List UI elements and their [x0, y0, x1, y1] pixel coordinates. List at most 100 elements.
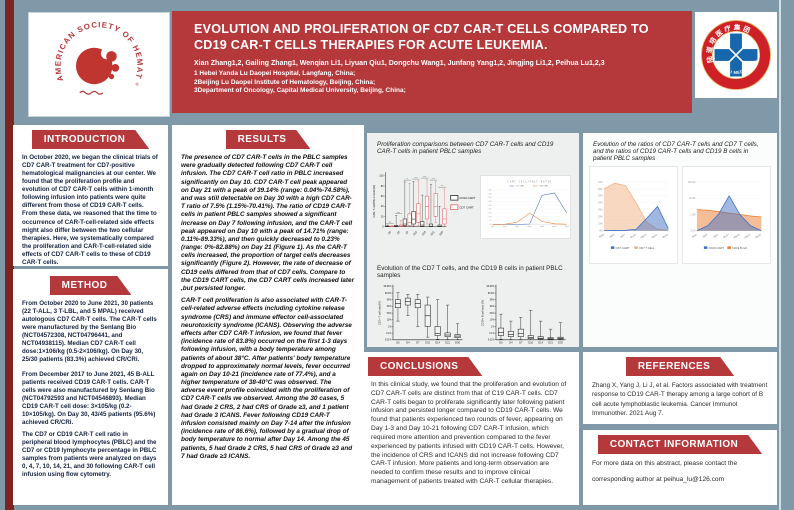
svg-text:10.0%: 10.0% [689, 198, 696, 200]
svg-text:day0: day0 [491, 226, 495, 228]
svg-text:day14: day14 [733, 233, 741, 239]
svg-text:0: 0 [382, 224, 384, 228]
svg-text:d21: d21 [429, 230, 435, 237]
svg-text:D30: D30 [558, 341, 563, 345]
svg-text:day7: day7 [713, 233, 720, 239]
figure1-grouped-boxplot: 0 20 40 60 80 100 ns d0 ns d4 ** d7 **** d10 **** d14 **… [372, 172, 476, 237]
svg-text:99%: 99% [387, 300, 392, 302]
references-panel: REFERENCES Zhang X, Yang J, Li J, et al.… [583, 352, 777, 424]
svg-text:50%: 50% [490, 313, 495, 315]
svg-text:D14: D14 [538, 341, 543, 345]
svg-text:day7: day7 [515, 226, 519, 228]
svg-text:99.9%: 99.9% [385, 293, 392, 295]
svg-text:99.99%: 99.99% [487, 286, 495, 288]
figure1-line-chart: CART CELL/PBLC RATIO CD7 CART CD19 CART 0% 5… [479, 175, 571, 239]
svg-text:100: 100 [379, 174, 384, 178]
svg-text:CD7 CART: CD7 CART [616, 246, 630, 250]
contact-heading: CONTACT INFORMATION [609, 439, 739, 450]
svg-text:D10: D10 [528, 341, 533, 345]
svg-text:0.1%: 0.1% [489, 333, 494, 335]
svg-text:0.1%: 0.1% [386, 333, 391, 335]
contact-panel: CONTACT INFORMATION For more data on thi… [583, 430, 777, 505]
figure3-cd19-area-chart: 0.1% 1.0% 10.0% 100.0% day0 day4 day7 day10 day1… [682, 166, 771, 264]
svg-text:day10: day10 [527, 226, 531, 228]
svg-text:CART CELL/PBLC RATIO: CART CELL/PBLC RATIO [507, 179, 551, 183]
svg-text:90%: 90% [387, 306, 392, 308]
svg-text:D4: D4 [406, 341, 410, 345]
right-edge-line [779, 0, 781, 510]
svg-text:CD19 CART: CD19 CART [709, 246, 725, 250]
svg-text:D0: D0 [499, 341, 503, 345]
figure2-cd19-boxplot: 99.99% 99.9% 99% 90% 50% 10% 1% 0.1% 0.01% D0 D4 D7… [481, 284, 566, 345]
svg-text:CD19 B cell: CD19 B cell [732, 246, 747, 250]
svg-text:CD7+ T cell ratio(%): CD7+ T cell ratio(%) [378, 301, 382, 325]
svg-text:70%: 70% [598, 182, 603, 184]
svg-text:CD19 CART: CD19 CART [459, 196, 475, 200]
svg-text:d0: d0 [387, 230, 392, 235]
svg-text:day7: day7 [620, 233, 627, 239]
svg-text:90%: 90% [490, 306, 495, 308]
svg-text:99.9%: 99.9% [488, 293, 495, 295]
svg-text:1%: 1% [388, 326, 391, 328]
svg-text:0.1%: 0.1% [690, 231, 695, 233]
figure-panel-right: Evolution of the ratios of CD7 CAR-T cel… [583, 133, 777, 347]
svg-text:80: 80 [381, 184, 384, 188]
svg-text:10%: 10% [598, 224, 603, 226]
method-paragraph-2: From December 2017 to June 2021, 45 B-AL… [22, 370, 156, 427]
ash-squiggle-decoration [79, 90, 104, 95]
svg-text:0%: 0% [599, 231, 602, 233]
svg-text:****: **** [432, 178, 436, 180]
svg-text:day0: day0 [598, 233, 605, 239]
svg-text:day4: day4 [702, 233, 709, 239]
results-paragraph-2: CAR-T cell proliferation is also associa… [181, 297, 353, 460]
introduction-heading-banner: INTRODUCTION [32, 130, 149, 149]
conclusions-heading-banner: CONCLUSIONS [368, 357, 482, 376]
svg-text:day21: day21 [651, 233, 659, 239]
contact-line-2: corresponding author at peihua_lu@126.co… [592, 475, 725, 483]
affiliation-1: 1 Hebei Yanda Lu Daopei Hospital, Langfa… [194, 70, 356, 78]
svg-text:***: *** [441, 185, 444, 187]
figure-panel-middle: Proliferation comparisons between CD7 CA… [367, 133, 579, 347]
references-heading-banner: REFERENCES [626, 357, 734, 376]
introduction-panel: INTRODUCTION In October 2020, we began t… [13, 125, 168, 266]
results-panel: RESULTS The presence of CD7 CAR-T cells … [172, 125, 364, 505]
svg-text:D30: D30 [455, 341, 460, 345]
figure3-charts: 0% 10% 20% 30% 40% 50% 60% 70% day0 day4 day7 day10… [583, 164, 777, 266]
svg-text:day4: day4 [503, 226, 507, 228]
blue-cross-icon [714, 33, 758, 77]
blood-cell-icon [75, 47, 120, 84]
svg-text:5%: 5% [489, 220, 492, 222]
svg-text:****: **** [414, 177, 418, 179]
svg-text:20%: 20% [598, 217, 603, 219]
svg-text:CAR-T cell/PBLC Ratio(%): CAR-T cell/PBLC Ratio(%) [372, 185, 376, 218]
references-heading: REFERENCES [637, 361, 711, 372]
figure1-charts: 0 20 40 60 80 100 ns d0 ns d4 ** d7 **** d10 **** d14 **… [367, 157, 579, 257]
title-banner: EVOLUTION AND PROLIFERATION OF CD7 CAR-T… [172, 11, 692, 113]
svg-text:30%: 30% [598, 210, 603, 212]
svg-text:D4: D4 [509, 341, 513, 345]
svg-text:CD7 T CELL: CD7 T CELL [639, 246, 655, 250]
svg-text:40: 40 [381, 204, 384, 208]
conclusions-text: In this clinical study, we found that th… [371, 381, 567, 486]
svg-text:d14: d14 [421, 230, 427, 237]
figure3-caption: Evolution of the ratios of CD7 CAR-T cel… [593, 141, 759, 162]
svg-text:ns: ns [397, 212, 399, 214]
svg-text:day21: day21 [744, 233, 752, 239]
method-paragraph-3: The CD7 or CD19 CAR-T cell ratio in peri… [22, 431, 157, 479]
svg-text:60: 60 [381, 194, 384, 198]
figure2-charts: 99.99% 99.9% 99% 90% 50% 10% 1% 0.1% 0.01% D0 D4 D7… [367, 281, 579, 347]
svg-text:CD19 CART: CD19 CART [538, 185, 549, 188]
svg-text:10%: 10% [490, 320, 495, 322]
results-heading: RESULTS [237, 134, 287, 145]
figure3-cd7-area-chart: 0% 10% 20% 30% 40% 50% 60% 70% day0 day4 day7 day10… [589, 166, 678, 264]
svg-text:10%: 10% [488, 216, 492, 218]
svg-text:35%: 35% [488, 197, 492, 199]
results-paragraph-1: The presence of CD7 CAR-T cells in the P… [181, 154, 355, 292]
svg-text:day0: day0 [691, 233, 698, 239]
ash-logo-graphic: AMERICAN SOCIETY OF HEMATOLOGY ® [51, 17, 144, 95]
svg-text:D14: D14 [435, 341, 440, 345]
svg-text:CD19+ B cell ratio (%): CD19+ B cell ratio (%) [481, 300, 485, 326]
svg-text:100.0%: 100.0% [688, 182, 696, 184]
svg-text:d10: d10 [412, 230, 418, 237]
poster-title: EVOLUTION AND PROLIFERATION OF CD7 CAR-T… [194, 22, 649, 52]
